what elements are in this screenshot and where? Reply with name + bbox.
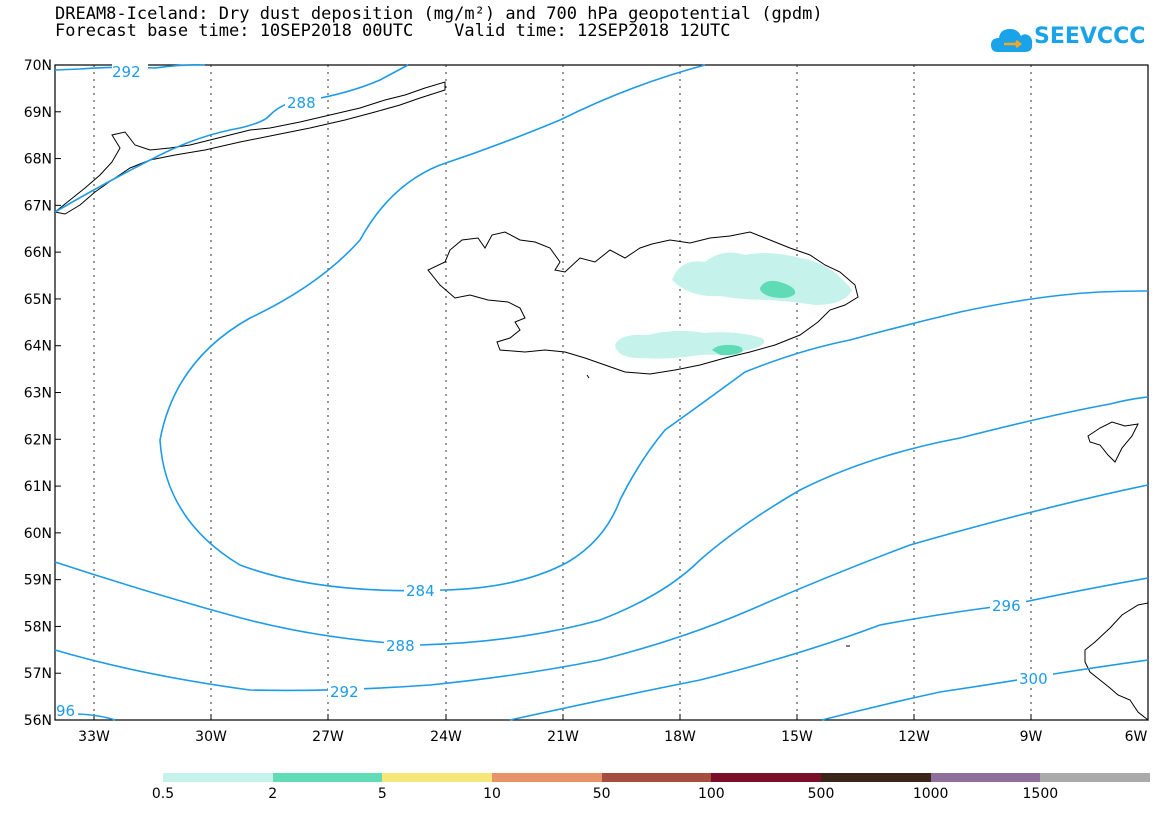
latitude-label: 67N [24,198,52,214]
latitude-label: 62N [24,432,52,448]
colorbar-segment [601,773,712,782]
contour-288-north [54,64,409,213]
faroe-islands-coastline [1087,421,1139,463]
map-frame [54,64,1149,721]
longitude-label: 15W [781,729,813,745]
latitude-label: 69N [24,105,52,121]
iceland-coastline [427,231,859,375]
longitude-label: 27W [312,729,344,745]
colorbar-label: 2 [268,786,278,802]
greenland-coastline [53,81,446,215]
contour-label-300: 300 [1019,670,1048,688]
latitude-label: 66N [24,245,52,261]
longitude-label: 12W [898,729,930,745]
colorbar-segment [1040,773,1151,782]
longitude-label: 30W [195,729,227,745]
contour-292-north [54,64,206,71]
latitude-label: 64N [24,339,52,355]
latitude-label: 56N [24,713,52,729]
contour-label-292-south: 292 [330,683,359,701]
colorbar-label: 50 [592,786,611,802]
colorbar-segment [711,773,822,782]
colorbar-segment [163,773,273,782]
contour-label-288-south: 288 [386,637,415,655]
contour-288-south [54,396,1149,646]
contour-296-corner [77,713,116,721]
colorbar-label: 500 [807,786,835,802]
colorbar-segment [382,773,493,782]
latitude-labels: 70N 69N 68N 67N 66N 65N 64N 63N 62N 61N 60N 59N 58N 5… [24,58,61,729]
colorbar-segment [272,773,383,782]
map-title-line-2: Forecast base time: 10SEP2018 00UTC Vali… [55,21,731,41]
colorbar-label: 1500 [1022,786,1059,802]
colorbar-label: 5 [377,786,387,802]
map-title-line-1: DREAM8-Iceland: Dry dust deposition (mg/… [55,4,823,24]
colorbar [163,773,1151,782]
dust-area-northeast [672,252,852,305]
contour-label-296-corner: 96 [56,702,75,720]
colorbar-segment [821,773,931,782]
longitude-labels: 33W 30W 27W 24W 21W 18W 15W 12W 9W 6W [78,714,1149,745]
longitude-label: 33W [78,729,110,745]
contour-label-296: 296 [992,597,1021,615]
coastlines [53,81,1149,722]
longitude-label: 18W [664,729,696,745]
latitude-label: 59N [24,573,52,589]
latitude-label: 61N [24,479,52,495]
contour-label-292-north: 292 [112,63,141,81]
colorbar-label: 0.5 [151,786,175,802]
logo-text: SEEVCCC [1034,24,1146,49]
latitude-label: 68N [24,152,52,168]
cloud-icon [991,29,1033,52]
colorbar-segment [930,773,1041,782]
small-islands [586,374,850,647]
longitude-label: 24W [430,729,462,745]
latitude-label: 60N [24,526,52,542]
contour-labels: 292 288 284 288 292 296 300 96 [56,63,1053,720]
longitude-label: 6W [1125,729,1148,745]
latitude-label: 65N [24,292,52,308]
contour-296 [509,577,1149,721]
scotland-coastline [1084,602,1149,722]
longitude-label: 21W [547,729,579,745]
latitude-label: 58N [24,619,52,635]
contour-label-284: 284 [406,582,435,600]
dust-core-northeast [760,280,796,298]
latitude-label: 70N [24,58,52,74]
contour-300 [821,659,1149,721]
longitude-label: 9W [1020,729,1043,745]
colorbar-label: 1000 [912,786,949,802]
colorbar-label: 100 [697,786,725,802]
geopotential-contours [54,64,1149,721]
contour-292-south [54,484,1149,692]
contour-label-288-north: 288 [287,94,316,112]
dust-core-south [712,344,743,356]
seevccc-logo: SEEVCCC [990,20,1150,60]
dust-deposition-shading [615,252,852,359]
latitude-label: 63N [24,386,52,402]
latitude-label: 57N [24,666,52,682]
graticule [93,65,1032,720]
contour-284 [159,64,1149,592]
colorbar-label: 10 [483,786,501,802]
colorbar-segment [492,773,602,782]
